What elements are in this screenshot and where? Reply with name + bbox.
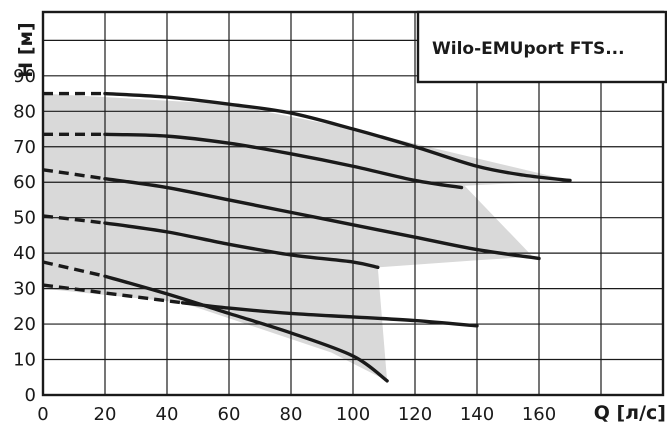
y-tick-label: 60 xyxy=(13,172,36,193)
y-tick-label: 40 xyxy=(13,243,36,264)
x-axis-ticks: 0 20 40 60 80 100 120 140 160 xyxy=(37,404,556,425)
y-tick-label: 0 xyxy=(25,385,36,406)
pump-curves xyxy=(42,91,572,383)
y-tick-label: 70 xyxy=(13,137,36,158)
operating-range-area xyxy=(43,93,570,381)
curve-1 xyxy=(103,91,572,183)
curve-6 xyxy=(180,301,479,328)
curve-2 xyxy=(103,132,464,190)
y-tick-label: 90 xyxy=(13,66,36,87)
plot-frame xyxy=(41,10,665,397)
x-tick-label: 60 xyxy=(218,404,241,425)
x-tick-label: 160 xyxy=(522,404,556,425)
x-axis-label: Q [л/с] xyxy=(594,402,666,424)
curve-5-extrapolated xyxy=(42,260,106,278)
curve-5 xyxy=(103,274,389,383)
x-tick-label: 120 xyxy=(398,404,432,425)
curve-3-extrapolated xyxy=(42,168,106,181)
x-tick-label: 20 xyxy=(94,404,117,425)
title-box xyxy=(416,10,667,84)
chart-title: Wilo-EMUport FTS... xyxy=(432,39,625,59)
x-tick-label: 80 xyxy=(280,404,303,425)
y-axis-label: H [м] xyxy=(15,22,37,77)
curve-6-extrapolated xyxy=(42,283,183,305)
curve-3 xyxy=(103,176,541,261)
y-tick-label: 30 xyxy=(13,279,36,300)
y-tick-label: 50 xyxy=(13,208,36,229)
y-tick-label: 20 xyxy=(13,314,36,335)
y-tick-label: 10 xyxy=(13,350,36,371)
y-axis-ticks: 0 10 20 30 40 50 60 70 80 90 xyxy=(13,66,36,406)
curve-4 xyxy=(103,221,380,270)
x-tick-label: 0 xyxy=(37,404,48,425)
x-tick-label: 40 xyxy=(156,404,179,425)
x-tick-label: 100 xyxy=(336,404,370,425)
x-tick-label: 140 xyxy=(460,404,494,425)
curve-4-extrapolated xyxy=(42,214,106,225)
y-tick-label: 80 xyxy=(13,101,36,122)
